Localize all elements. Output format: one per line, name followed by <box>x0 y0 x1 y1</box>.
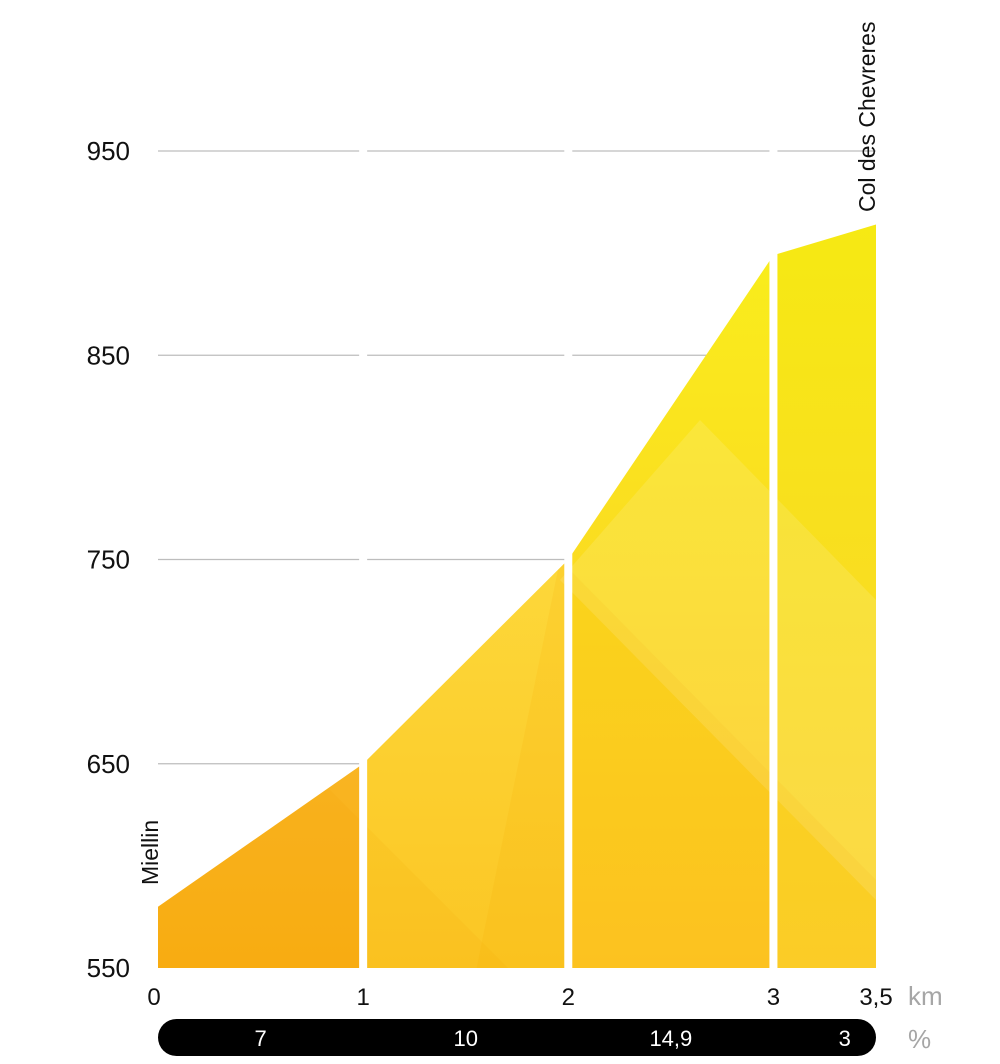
segment-divider <box>564 100 573 970</box>
segment-divider <box>359 100 368 970</box>
x-tick-label: 0 <box>147 984 160 1011</box>
gradient-bar: 7 10 14,9 3 <box>158 1019 876 1056</box>
gradient-bar-background <box>158 1019 876 1056</box>
start-location-label: Miellin <box>137 820 163 885</box>
y-tick-label: 950 <box>87 136 130 166</box>
y-tick-label: 650 <box>87 749 130 779</box>
shade-band <box>560 420 876 900</box>
y-tick-label: 850 <box>87 340 130 370</box>
x-tick-label: 3 <box>767 984 780 1011</box>
x-axis-ticks: 0 1 2 3 3,5 <box>147 984 892 1011</box>
x-tick-label: 3,5 <box>859 984 892 1011</box>
profile-segment-area <box>158 763 364 968</box>
gradient-unit-label: % <box>908 1024 931 1054</box>
profile-segment-area <box>363 559 569 968</box>
y-tick-label: 550 <box>87 953 130 983</box>
profile-segment-area <box>568 255 774 969</box>
x-axis-unit-label: km <box>908 981 943 1011</box>
summit-location-label: Col des Chevreres <box>854 22 880 212</box>
segment-gradient-label: 14,9 <box>649 1026 692 1051</box>
segment-gradient-label: 10 <box>453 1026 477 1051</box>
x-tick-label: 2 <box>562 984 575 1011</box>
profile-areas <box>158 224 876 969</box>
segment-divider <box>769 100 778 970</box>
segment-gradient-label: 7 <box>254 1026 266 1051</box>
segment-dividers <box>359 100 778 970</box>
x-tick-label: 1 <box>356 984 369 1011</box>
y-axis-ticks: 950 850 750 650 550 <box>87 136 130 983</box>
profile-segment-area <box>773 224 876 968</box>
y-tick-label: 750 <box>87 545 130 575</box>
segment-gradient-label: 3 <box>839 1026 851 1051</box>
